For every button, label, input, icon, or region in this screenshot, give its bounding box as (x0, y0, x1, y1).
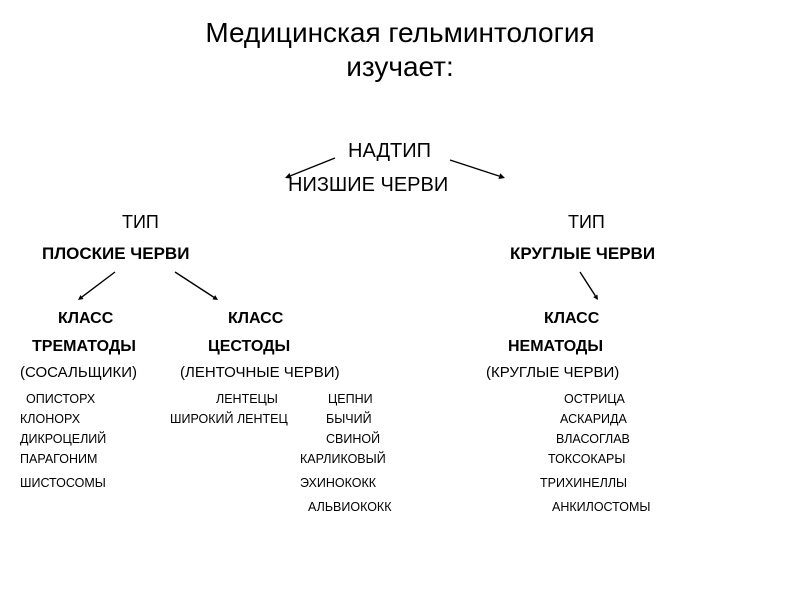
cestodes-right: ЦЕПНИ (328, 392, 373, 406)
class-nematodes-sub: (КРУГЛЫЕ ЧЕРВИ) (486, 364, 619, 381)
title-line1: Медицинская гельминтология (205, 17, 594, 48)
nem-4: ТРИХИНЕЛЛЫ (540, 476, 627, 490)
class-cestodes: ЦЕСТОДЫ (208, 338, 290, 356)
cest-right-0: БЫЧИЙ (326, 412, 372, 426)
nem-2: ВЛАСОГЛАВ (556, 432, 630, 446)
class-nematodes: НЕМАТОДЫ (508, 338, 603, 356)
class-label-2: КЛАСС (228, 310, 283, 328)
cest-right-1: СВИНОЙ (326, 432, 380, 446)
supertype-label: НАДТИП (348, 140, 431, 163)
title-line2: изучает: (346, 51, 454, 82)
type-right-name: КРУГЛЫЕ ЧЕРВИ (510, 244, 655, 264)
supertype-name: НИЗШИЕ ЧЕРВИ (288, 174, 448, 197)
nem-1: АСКАРИДА (560, 412, 627, 426)
nem-0: ОСТРИЦА (564, 392, 625, 406)
nem-3: ТОКСОКАРЫ (548, 452, 625, 466)
trem-3: ПАРАГОНИМ (20, 452, 97, 466)
type-label-left: ТИП (122, 212, 159, 233)
type-label-right: ТИП (568, 212, 605, 233)
type-left-name: ПЛОСКИЕ ЧЕРВИ (42, 244, 189, 264)
trem-2: ДИКРОЦЕЛИЙ (20, 432, 106, 446)
cest-right-3: ЭХИНОКОКК (300, 476, 376, 490)
class-trematodes: ТРЕМАТОДЫ (32, 338, 136, 356)
class-cestodes-sub: (ЛЕНТОЧНЫЕ ЧЕРВИ) (180, 364, 340, 381)
class-trematodes-sub: (СОСАЛЬЩИКИ) (20, 364, 137, 381)
cestodes-left: ЛЕНТЕЦЫ (216, 392, 278, 406)
slide-root: Медицинская гельминтология изучает: НАДТ… (0, 0, 800, 600)
cest-left-0: ШИРОКИЙ ЛЕНТЕЦ (170, 412, 288, 426)
trem-4: ШИСТОСОМЫ (20, 476, 106, 490)
trem-0: ОПИСТОРХ (26, 392, 95, 406)
trem-1: КЛОНОРХ (20, 412, 80, 426)
nem-5: АНКИЛОСТОМЫ (552, 500, 650, 514)
class-label-3: КЛАСС (544, 310, 599, 328)
slide-title: Медицинская гельминтология изучает: (0, 16, 800, 84)
cest-right-4: АЛЬВИОКОКК (308, 500, 392, 514)
arrows-layer (0, 0, 800, 600)
cest-right-2: КАРЛИКОВЫЙ (300, 452, 386, 466)
class-label-1: КЛАСС (58, 310, 113, 328)
